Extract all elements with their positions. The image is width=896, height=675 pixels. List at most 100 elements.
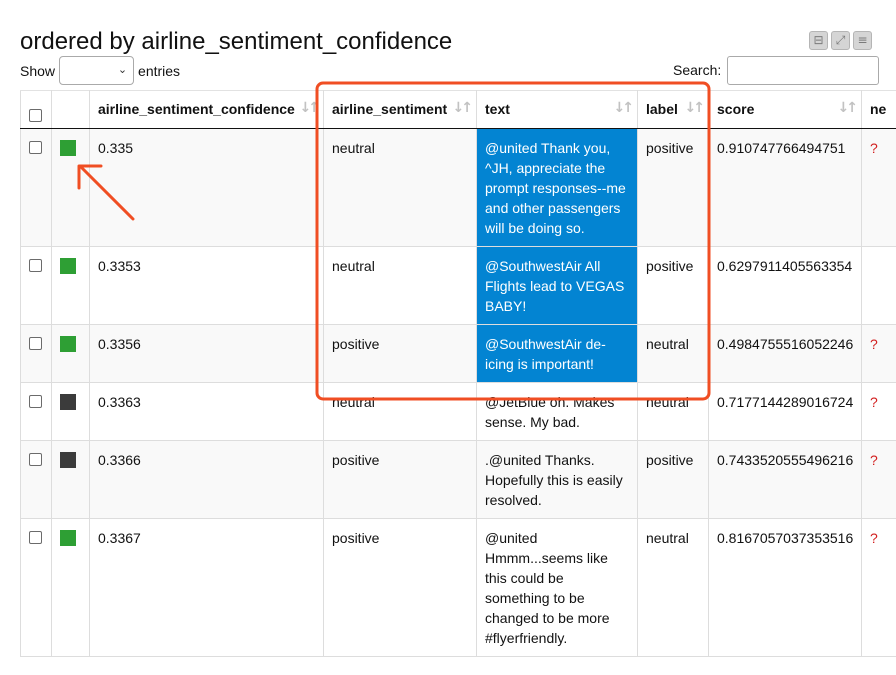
data-table: airline_sentiment_confidence ↓↑ airline_… [20, 90, 896, 657]
score-cell: 0.6297911405563354 [708, 246, 862, 325]
sentiment-cell: positive [323, 324, 477, 383]
score-cell: 0.7177144289016724 [708, 382, 862, 441]
missing-value-marker: ? [870, 530, 878, 546]
missing-value-marker: ? [870, 336, 878, 352]
table-header-row: airline_sentiment_confidence ↓↑ airline_… [20, 90, 896, 129]
text-cell[interactable]: @united Hmmm...seems like this could be … [476, 518, 638, 657]
sentiment-cell: neutral [323, 246, 477, 325]
color-cell [51, 128, 90, 247]
window-controls: ⊟ ⤢ ≡ [809, 31, 872, 50]
color-column-header [51, 90, 90, 129]
chevron-down-icon: ⌄ [117, 63, 128, 76]
confidence-cell: 0.3367 [89, 518, 324, 657]
column-header-text[interactable]: text ↓↑ [476, 90, 638, 129]
row-checkbox[interactable] [29, 453, 42, 466]
sentiment-cell: positive [323, 518, 477, 657]
row-checkbox[interactable] [29, 337, 42, 350]
color-swatch [60, 394, 76, 410]
sort-icon: ↓↑ [299, 100, 321, 116]
show-label: Show [20, 62, 56, 79]
confidence-cell: 0.3366 [89, 440, 324, 519]
label-cell: positive [637, 246, 709, 325]
score-cell: 0.7433520555496216 [708, 440, 862, 519]
row-select-cell [20, 128, 52, 247]
table-row[interactable]: 0.3366 positive .@united Thanks. Hopefully… [20, 440, 896, 519]
text-cell[interactable]: @united Thank you, ^JH, appreciate the p… [476, 128, 638, 247]
select-all-checkbox[interactable] [29, 109, 42, 122]
row-select-cell [20, 440, 52, 519]
row-checkbox[interactable] [29, 395, 42, 408]
extra-cell: ? [861, 440, 896, 519]
page-length-control: Show ⌄ entries [20, 56, 180, 85]
color-swatch [60, 336, 76, 352]
color-cell [51, 382, 90, 441]
extra-cell: ? [861, 128, 896, 247]
text-cell[interactable]: @SouthwestAir de-icing is important! [476, 324, 638, 383]
row-checkbox[interactable] [29, 531, 42, 544]
label-cell: neutral [637, 382, 709, 441]
row-checkbox[interactable] [29, 141, 42, 154]
table-row[interactable]: 0.3363 neutral @JetBlue oh. Makes sense. M… [20, 382, 896, 441]
menu-icon[interactable]: ≡ [853, 31, 872, 50]
table-row[interactable]: 0.3367 positive @united Hmmm...seems like … [20, 518, 896, 657]
extra-cell: ? [861, 382, 896, 441]
extra-cell: ? [861, 324, 896, 383]
sort-icon: ↓↑ [613, 100, 635, 116]
sentiment-cell: neutral [323, 382, 477, 441]
entries-select[interactable]: ⌄ [59, 56, 135, 85]
color-swatch [60, 452, 76, 468]
column-header-score[interactable]: score ↓↑ [708, 90, 862, 129]
page-title: ordered by airline_sentiment_confidence [20, 28, 453, 55]
sort-icon: ↓↑ [684, 100, 706, 116]
score-cell: 0.4984755516052246 [708, 324, 862, 383]
entries-label: entries [138, 62, 181, 79]
color-cell [51, 518, 90, 657]
confidence-cell: 0.3363 [89, 382, 324, 441]
label-cell: positive [637, 440, 709, 519]
missing-value-marker: ? [870, 452, 878, 468]
color-swatch [60, 530, 76, 546]
text-cell[interactable]: .@united Thanks. Hopefully this is easil… [476, 440, 638, 519]
confidence-cell: 0.335 [89, 128, 324, 247]
color-cell [51, 440, 90, 519]
missing-value-marker: ? [870, 140, 878, 156]
table-body: 0.335 neutral @united Thank you, ^JH, appr… [20, 128, 896, 657]
color-cell [51, 246, 90, 325]
row-select-cell [20, 382, 52, 441]
confidence-cell: 0.3356 [89, 324, 324, 383]
text-cell[interactable]: @SouthwestAir All Flights lead to VEGAS … [476, 246, 638, 325]
label-cell: neutral [637, 324, 709, 383]
row-checkbox[interactable] [29, 259, 42, 272]
missing-value-marker: ? [870, 394, 878, 410]
expand-icon[interactable]: ⤢ [831, 31, 850, 50]
row-select-cell [20, 246, 52, 325]
extra-cell: ? [861, 518, 896, 657]
minimize-icon[interactable]: ⊟ [809, 31, 828, 50]
column-header-confidence[interactable]: airline_sentiment_confidence ↓↑ [89, 90, 324, 129]
row-select-cell [20, 518, 52, 657]
score-cell: 0.910747766494751 [708, 128, 862, 247]
search-label: Search: [673, 62, 722, 78]
label-cell: positive [637, 128, 709, 247]
label-cell: neutral [637, 518, 709, 657]
score-cell: 0.8167057037353516 [708, 518, 862, 657]
color-swatch [60, 140, 76, 156]
color-swatch [60, 258, 76, 274]
row-select-cell [20, 324, 52, 383]
column-header-extra[interactable]: ne [861, 90, 896, 129]
sentiment-cell: neutral [323, 128, 477, 247]
text-cell[interactable]: @JetBlue oh. Makes sense. My bad. [476, 382, 638, 441]
sort-icon: ↓↑ [452, 100, 474, 116]
extra-cell [861, 246, 896, 325]
search-input[interactable] [727, 56, 879, 85]
table-row[interactable]: 0.3353 neutral @SouthwestAir All Flights l… [20, 246, 896, 325]
column-header-sentiment[interactable]: airline_sentiment ↓↑ [323, 90, 477, 129]
sort-icon: ↓↑ [837, 100, 859, 116]
column-header-label[interactable]: label ↓↑ [637, 90, 709, 129]
select-all-cell [20, 90, 52, 129]
table-row[interactable]: 0.335 neutral @united Thank you, ^JH, appr… [20, 128, 896, 247]
confidence-cell: 0.3353 [89, 246, 324, 325]
sentiment-cell: positive [323, 440, 477, 519]
color-cell [51, 324, 90, 383]
table-row[interactable]: 0.3356 positive @SouthwestAir de-icing is … [20, 324, 896, 383]
